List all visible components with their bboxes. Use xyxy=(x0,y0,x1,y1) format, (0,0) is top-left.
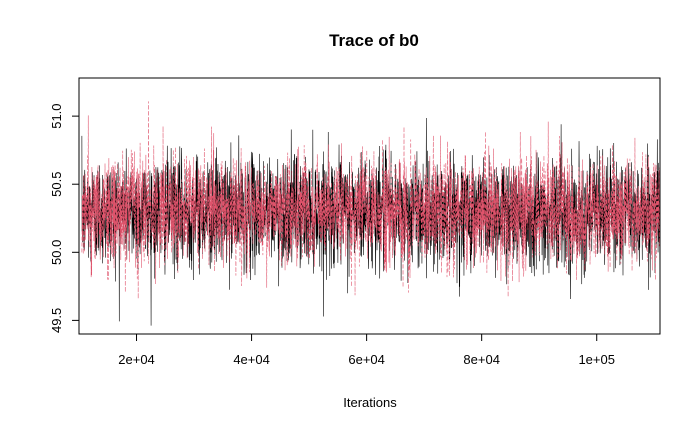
x-tick-label: 8e+04 xyxy=(463,352,500,367)
x-tick-label: 6e+04 xyxy=(348,352,385,367)
x-tick-label: 4e+04 xyxy=(233,352,270,367)
trace-line-series-2 xyxy=(81,101,661,299)
y-tick-label: 51.0 xyxy=(49,103,64,128)
x-tick-label: 1e+05 xyxy=(578,352,615,367)
y-tick-label: 50.5 xyxy=(49,172,64,197)
y-tick-label: 50.0 xyxy=(49,240,64,265)
x-axis-ticks: 2e+04 4e+04 6e+04 8e+04 1e+05 xyxy=(118,334,615,367)
chart-title: Trace of b0 xyxy=(329,31,419,50)
x-tick-label: 2e+04 xyxy=(118,352,155,367)
series-layer xyxy=(81,101,661,326)
y-tick-label: 49.5 xyxy=(49,308,64,333)
y-axis-ticks: 49.5 50.0 50.5 51.0 xyxy=(49,103,79,333)
x-axis-label: Iterations xyxy=(343,395,397,410)
